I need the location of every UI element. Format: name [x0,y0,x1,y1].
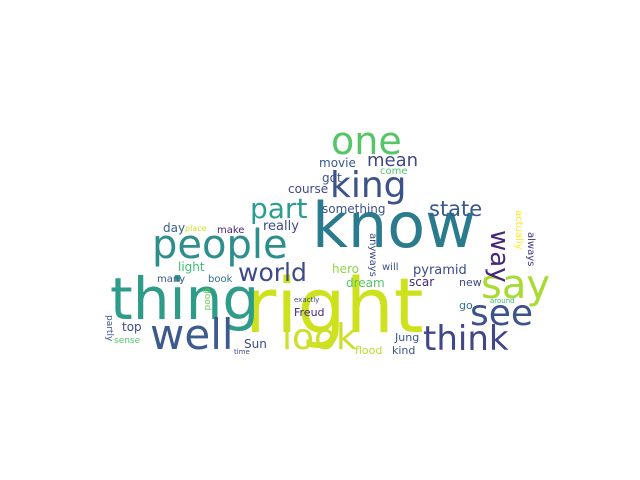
word: day [163,221,186,235]
word: time [234,348,250,356]
word: many [157,274,186,285]
word: place [185,224,207,233]
word: movie [319,156,356,170]
word: scar [409,275,435,289]
word: mean [367,150,419,171]
word: pyramid [413,263,467,278]
word: book [208,274,233,285]
word: always [525,232,536,267]
word: right [245,261,424,350]
word: say [481,262,551,308]
word: top [122,320,142,334]
word: good [202,288,212,311]
word: sense [114,336,141,346]
word: make [217,225,245,236]
word: way [484,230,514,283]
word: something [322,202,386,216]
word: will [382,262,399,273]
word: really [263,219,299,234]
word: look [282,317,357,358]
word: course [288,182,329,196]
word: got [322,171,342,185]
word: go [459,299,473,312]
word: one [331,119,402,163]
word: Freud [294,306,325,319]
word: people [152,222,288,268]
word: new [459,276,482,289]
word: Sun [244,337,267,351]
word: kind [392,344,416,357]
word: part [250,192,308,225]
word: think [423,319,509,359]
word: come [380,166,408,177]
word: thing [110,265,260,333]
word: light [178,260,205,274]
word: see [470,293,534,334]
word: well [150,310,234,359]
word: world [238,258,307,287]
word: actually [513,210,524,250]
word: dream [346,276,385,290]
word: flood [355,344,383,357]
word: anyways [367,233,378,277]
word: king [330,165,407,206]
word: state [429,197,483,221]
word: exactly [294,296,320,304]
word: Jung [395,331,420,344]
word: partly [104,315,114,342]
word: hero [332,262,359,276]
word: know [312,189,476,262]
word: around [490,297,515,305]
